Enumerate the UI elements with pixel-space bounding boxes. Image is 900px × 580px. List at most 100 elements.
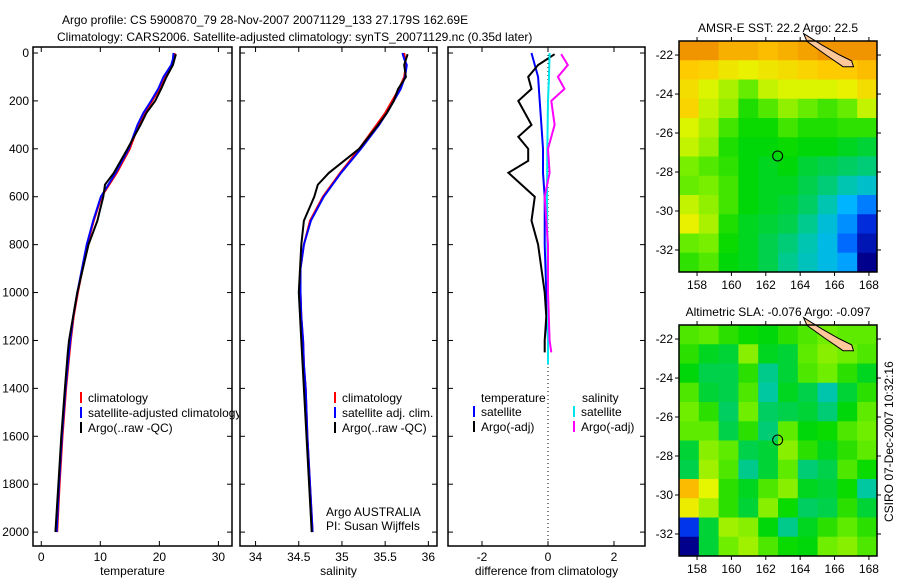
sst-heatmap-cell <box>817 137 838 157</box>
sst-heatmap-cell <box>758 214 779 234</box>
sst-heatmap-cell <box>857 118 878 138</box>
x-tick-label: 168 <box>859 562 879 576</box>
x-tick-label: 34.5 <box>287 550 311 564</box>
sla-heatmap-cell <box>797 382 819 403</box>
sst-heatmap-cell <box>797 118 819 138</box>
sla-heatmap-cell <box>837 363 858 384</box>
sla-heatmap-cell <box>837 479 858 499</box>
sst-heatmap-cell <box>797 233 819 254</box>
sst-heatmap-cell <box>797 60 819 80</box>
sst-heatmap-cell <box>698 137 720 157</box>
sla-heatmap-cell <box>758 421 779 441</box>
sst-heatmap-cell <box>837 137 858 157</box>
sla-heatmap-cell <box>817 459 838 480</box>
y-tick-label: -30 <box>656 488 674 502</box>
sla-heatmap-cell <box>698 325 720 345</box>
new-caledonia-land <box>802 32 855 68</box>
sst-heatmap-cell <box>698 195 720 215</box>
sst-heatmap-cell <box>718 195 739 215</box>
sst-heatmap-cell <box>718 175 739 196</box>
legend-header: temperature <box>481 391 546 405</box>
legend-label: Argo(..raw -QC) <box>88 421 173 435</box>
sst-heatmap-cell <box>738 214 759 234</box>
sla-heatmap-cell <box>857 363 878 384</box>
x-tick-label: 0 <box>545 550 552 564</box>
sla-heatmap-cell <box>778 459 799 480</box>
sla-heatmap-cell <box>679 363 700 384</box>
argo-position-marker <box>772 150 784 162</box>
sla-heatmap-cell <box>778 402 799 422</box>
sla-heatmap-cell <box>718 517 739 538</box>
sla-heatmap-cell <box>698 402 720 422</box>
sst-heatmap-cell <box>679 41 700 61</box>
y-tick-label: -22 <box>656 332 674 346</box>
y-tick-label: -24 <box>656 371 674 385</box>
y-tick-label: 0 <box>22 46 29 60</box>
sla-heatmap-cell <box>758 344 779 364</box>
sst-heatmap-cell <box>857 214 878 234</box>
sla-heatmap-cell <box>857 421 878 441</box>
sst-heatmap-cell <box>817 156 838 177</box>
sla-heatmap-cell <box>758 517 779 538</box>
sst-heatmap-cell <box>679 214 700 234</box>
x-tick-label: 158 <box>687 562 707 576</box>
x-axis-label: salinity <box>320 564 357 578</box>
sst-map-panel: AMSR-E SST: 22.2 Argo: 22.5 158 160 162 164 1… <box>656 21 881 292</box>
profile-line-climatology <box>56 52 176 533</box>
sla-heatmap-cell <box>857 459 878 480</box>
sla-heatmap-cell <box>778 421 799 441</box>
sst-heatmap-cell <box>857 252 878 273</box>
sst-heatmap-cell <box>718 214 739 234</box>
sst-heatmap-cell <box>698 233 720 254</box>
sst-heatmap-cell <box>837 98 858 119</box>
sst-heatmap-cell <box>758 233 779 254</box>
sla-heatmap-cell <box>817 479 838 499</box>
sla-heatmap-cell <box>718 536 739 557</box>
sla-heatmap-cell <box>698 421 720 441</box>
sst-heatmap-cell <box>738 41 759 61</box>
y-tick-label: 1800 <box>2 477 29 491</box>
sla-heatmap-cell <box>679 382 700 403</box>
temperature-panel: 0 10 20 30 0 200 400 600 800 1000 1200 1400 1600 1800… <box>2 46 239 578</box>
sst-heatmap-cell <box>738 137 759 157</box>
sla-heatmap-cell <box>738 459 759 480</box>
sla-heatmap-cell <box>718 440 739 461</box>
sla-heatmap-cell <box>698 344 720 364</box>
sla-heatmap-cell <box>817 363 838 384</box>
sst-heatmap-cell <box>718 137 739 157</box>
profile-line-salinity-argo-adj- <box>543 53 570 353</box>
sla-heatmap-cell <box>738 363 759 384</box>
sst-heatmap-cell <box>778 79 799 100</box>
sla-heatmap-cell <box>837 421 858 441</box>
sst-heatmap-cell <box>679 252 700 273</box>
sla-heatmap-cell <box>738 402 759 422</box>
sst-heatmap-cell <box>817 233 838 254</box>
sla-heatmap-cell <box>698 459 720 480</box>
x-tick-label: 162 <box>756 278 776 292</box>
sst-heatmap-cell <box>778 175 799 196</box>
sla-heatmap-cell <box>718 402 739 422</box>
y-tick-label: 1600 <box>2 429 29 443</box>
y-tick-label: 800 <box>9 238 29 252</box>
plot-frame <box>32 46 233 547</box>
sst-heatmap-cell <box>738 195 759 215</box>
sst-heatmap-cell <box>698 60 720 80</box>
sla-heatmap-cell <box>718 459 739 480</box>
sla-heatmap-cell <box>679 517 700 538</box>
sla-heatmap-cell <box>778 363 799 384</box>
sst-heatmap-cell <box>837 195 858 215</box>
sst-heatmap-cell <box>778 252 799 273</box>
sst-heatmap-cell <box>758 195 779 215</box>
y-tick-label: -28 <box>656 165 674 179</box>
sst-heatmap-cell <box>817 118 838 138</box>
sst-heatmap-cell <box>817 195 838 215</box>
sla-heatmap-cell <box>679 479 700 499</box>
sst-heatmap-cell <box>797 156 819 177</box>
sst-heatmap-cell <box>817 252 838 273</box>
sla-heatmap-cell <box>837 459 858 480</box>
sla-heatmap-cell <box>758 363 779 384</box>
sst-heatmap-cell <box>837 156 858 177</box>
y-tick-label: -26 <box>656 410 674 424</box>
y-tick-label: 400 <box>9 142 29 156</box>
sla-heatmap-cell <box>718 421 739 441</box>
